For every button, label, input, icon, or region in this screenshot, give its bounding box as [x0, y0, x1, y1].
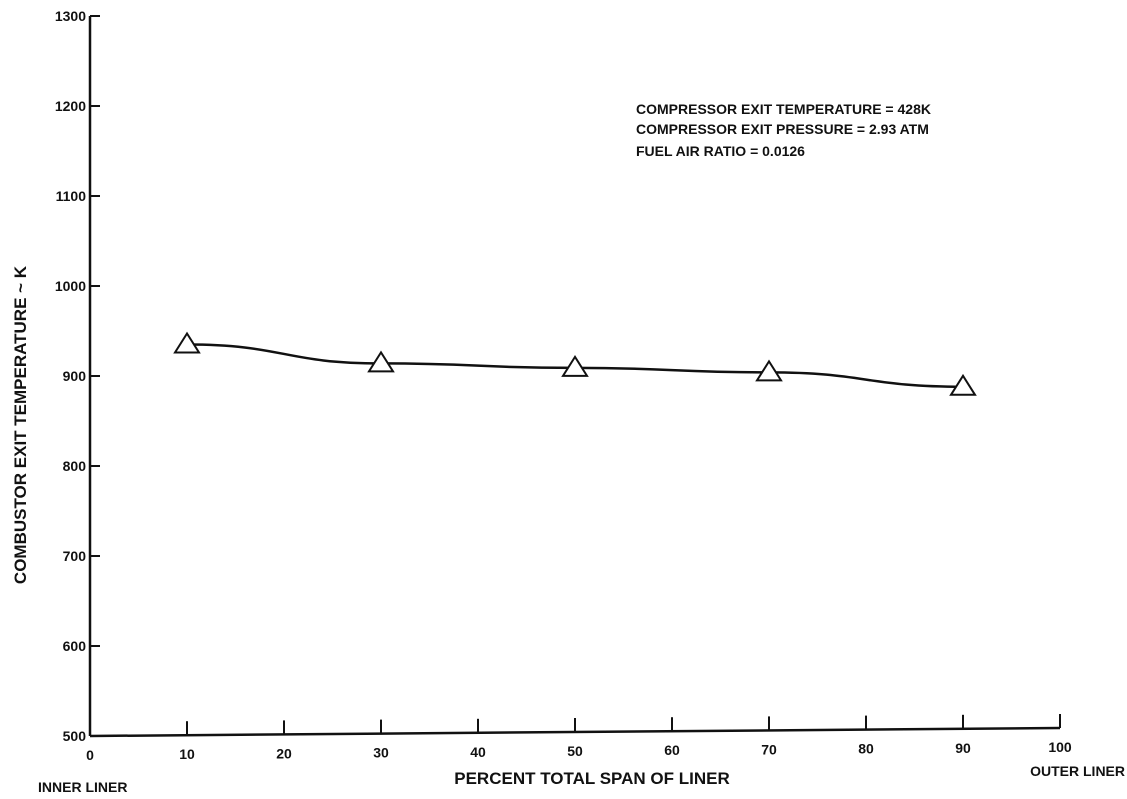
x-ticks: 0 10 20 30 40 50 60 70 80 90 100: [86, 714, 1072, 763]
y-tick-label: 900: [63, 368, 87, 384]
x-tick-label: 0: [86, 747, 94, 763]
y-ticks: 500 600 700 800 900 1000 1100 1200 1300: [55, 8, 100, 744]
x-tick-label: 50: [567, 743, 583, 759]
x-tick-label: 70: [761, 741, 777, 757]
annotation-fuel-air-ratio: FUEL AIR RATIO = 0.0126: [636, 143, 805, 159]
y-tick-label: 1200: [55, 98, 86, 114]
data-point-triangle: [755, 359, 783, 382]
data-point-triangle: [949, 373, 977, 396]
x-tick-label: 20: [276, 745, 292, 761]
annotation-block: COMPRESSOR EXIT TEMPERATURE = 428K COMPR…: [636, 101, 931, 159]
y-axis-title: COMBUSTOR EXIT TEMPERATURE ~ K: [11, 265, 30, 584]
x-tick-label: 90: [955, 740, 971, 756]
x-end-label-left: INNER LINER: [38, 779, 127, 795]
x-tick-label: 60: [664, 742, 680, 758]
y-tick-label: 700: [63, 548, 87, 564]
annotation-compressor-pressure: COMPRESSOR EXIT PRESSURE = 2.93 ATM: [636, 121, 929, 137]
y-tick-label: 500: [63, 728, 87, 744]
x-tick-label: 100: [1048, 739, 1072, 755]
y-tick-label: 800: [63, 458, 87, 474]
x-end-label-right: OUTER LINER: [1030, 763, 1125, 779]
data-point-triangle: [367, 350, 395, 373]
annotation-compressor-temp: COMPRESSOR EXIT TEMPERATURE = 428K: [636, 101, 931, 117]
y-tick-label: 1000: [55, 278, 86, 294]
series: [173, 331, 977, 396]
x-axis-title: PERCENT TOTAL SPAN OF LINER: [454, 769, 729, 788]
x-tick-label: 80: [858, 741, 874, 757]
y-tick-label: 1100: [56, 188, 87, 204]
y-tick-label: 1300: [55, 8, 86, 24]
x-tick-label: 30: [373, 745, 389, 761]
data-point-triangle: [561, 355, 589, 377]
x-tick-label: 10: [179, 746, 195, 762]
data-point-triangle: [173, 331, 201, 354]
x-tick-label: 40: [470, 744, 486, 760]
y-tick-label: 600: [63, 638, 87, 654]
